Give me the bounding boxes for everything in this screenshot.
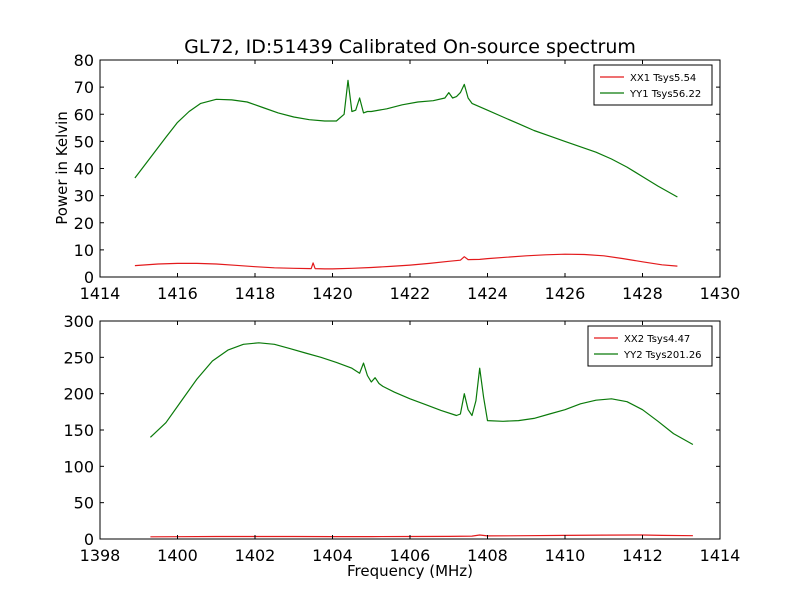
y-tick-label: 250 [63, 348, 94, 367]
y-tick-label: 60 [74, 105, 94, 124]
chart-panel-2: 1398 1400 1402 1404 1406 1408 1410 1412 1414 0 50 1… [63, 312, 740, 565]
x-tick-label: 1424 [467, 284, 508, 303]
x-tick-label: 1408 [467, 546, 508, 565]
legend-box [593, 64, 713, 106]
y-tick-label: 100 [63, 457, 94, 476]
y-tick-label: 10 [74, 241, 94, 260]
legend-label: YY1 Tsys56.22 [629, 89, 701, 100]
y-tick-label: 0 [84, 268, 94, 287]
legend-2: XX2 Tsys4.47 YY2 Tsys201.26 [587, 325, 713, 367]
legend-1: XX1 Tsys5.54 YY1 Tsys56.22 [593, 64, 713, 106]
y-tick-label: 150 [63, 421, 94, 440]
legend-box [587, 325, 713, 367]
x-axis-label: Frequency (MHz) [347, 562, 473, 580]
y-tick-label: 70 [74, 78, 94, 97]
chart-title: GL72, ID:51439 Calibrated On-source spec… [184, 36, 636, 58]
x-tick-label: 1414 [700, 546, 741, 565]
x-tick-label: 1418 [235, 284, 276, 303]
y-tick-label: 50 [74, 132, 94, 151]
x-tick-label: 1404 [312, 546, 353, 565]
legend-label: YY2 Tsys201.26 [623, 350, 702, 361]
x-tick-label: 1402 [235, 546, 276, 565]
y-tick-label: 50 [74, 494, 94, 513]
x-tick-label: 1412 [622, 546, 663, 565]
legend-label: XX1 Tsys5.54 [630, 73, 696, 84]
y-tick-label: 300 [63, 312, 94, 331]
series-line-2-1 [150, 534, 693, 538]
legend-label: XX2 Tsys4.47 [624, 334, 690, 345]
x-tick-label: 1400 [157, 546, 198, 565]
chart-panel-1: 1414 1416 1418 1420 1422 1424 1426 1428 1430 0 10 2… [74, 51, 741, 303]
series-line-1-1 [134, 253, 678, 270]
x-tick-label: 1426 [545, 284, 586, 303]
series-line-2-2 [149, 342, 694, 446]
x-tick-label: 1422 [390, 284, 431, 303]
x-tick-label: 1406 [390, 546, 431, 565]
y-tick-label: 80 [74, 51, 94, 70]
y-tick-label: 40 [74, 160, 94, 179]
x-tick-label: 1398 [80, 546, 121, 565]
y-tick-label: 30 [74, 187, 94, 206]
y-tick-label: 0 [84, 530, 94, 549]
series-line-1-2 [134, 79, 678, 198]
x-tick-label: 1416 [157, 284, 198, 303]
x-tick-label: 1420 [312, 284, 353, 303]
x-tick-label: 1428 [622, 284, 663, 303]
x-tick-label: 1430 [700, 284, 741, 303]
y-tick-label: 20 [74, 214, 94, 233]
x-tick-label: 1410 [545, 546, 586, 565]
y-tick-label: 200 [63, 385, 94, 404]
x-tick-label: 1414 [80, 284, 121, 303]
y-axis-label: Power in Kelvin [53, 111, 71, 225]
